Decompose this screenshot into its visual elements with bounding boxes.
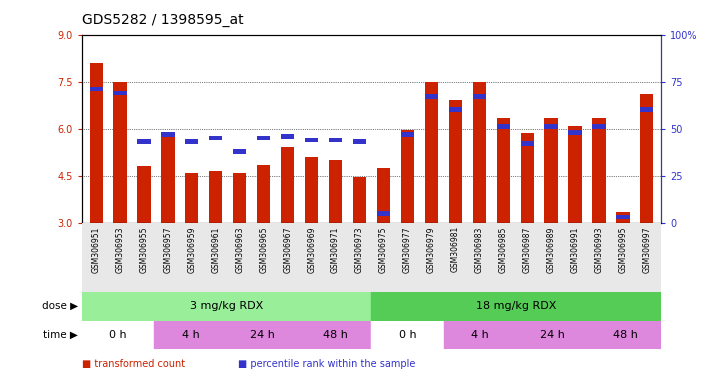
- Text: GSM306985: GSM306985: [498, 226, 508, 273]
- Text: GSM306995: GSM306995: [619, 226, 627, 273]
- Text: ■ percentile rank within the sample: ■ percentile rank within the sample: [238, 359, 415, 369]
- Bar: [137, 166, 151, 223]
- Bar: [545, 118, 557, 223]
- Bar: [496, 124, 510, 129]
- Bar: [449, 101, 462, 223]
- Bar: [616, 212, 629, 223]
- Text: GSM306979: GSM306979: [427, 226, 436, 273]
- Text: GSM306951: GSM306951: [92, 226, 101, 273]
- Text: GSM306993: GSM306993: [594, 226, 604, 273]
- Bar: [299, 321, 371, 349]
- Bar: [233, 172, 247, 223]
- Bar: [449, 108, 462, 112]
- Bar: [568, 130, 582, 135]
- Text: 48 h: 48 h: [323, 330, 348, 340]
- Bar: [568, 126, 582, 223]
- Text: 3 mg/kg RDX: 3 mg/kg RDX: [190, 301, 263, 311]
- Bar: [424, 94, 438, 99]
- Bar: [353, 177, 366, 223]
- Text: GSM306953: GSM306953: [116, 226, 124, 273]
- Bar: [82, 292, 371, 321]
- Bar: [371, 292, 661, 321]
- Bar: [233, 149, 247, 154]
- Text: time ▶: time ▶: [43, 330, 78, 340]
- Bar: [186, 139, 198, 144]
- Text: GDS5282 / 1398595_at: GDS5282 / 1398595_at: [82, 13, 243, 27]
- Bar: [520, 133, 534, 223]
- Bar: [209, 136, 223, 141]
- Bar: [592, 118, 606, 223]
- Text: GSM306983: GSM306983: [475, 226, 483, 273]
- Bar: [82, 321, 154, 349]
- Text: 0 h: 0 h: [109, 330, 127, 340]
- Text: GSM306955: GSM306955: [139, 226, 149, 273]
- Text: GSM306987: GSM306987: [523, 226, 532, 273]
- Bar: [616, 215, 629, 219]
- Text: GSM306981: GSM306981: [451, 226, 460, 272]
- Bar: [496, 118, 510, 223]
- Text: 0 h: 0 h: [399, 330, 417, 340]
- Text: GSM306961: GSM306961: [211, 226, 220, 273]
- Bar: [473, 94, 486, 99]
- Bar: [592, 124, 606, 129]
- Bar: [281, 134, 294, 139]
- Bar: [90, 63, 102, 223]
- Text: 4 h: 4 h: [471, 330, 489, 340]
- Bar: [473, 82, 486, 223]
- Text: GSM306957: GSM306957: [164, 226, 173, 273]
- Bar: [137, 139, 151, 144]
- Text: GSM306959: GSM306959: [188, 226, 196, 273]
- Text: 4 h: 4 h: [181, 330, 199, 340]
- Bar: [329, 160, 342, 223]
- Bar: [186, 172, 198, 223]
- Bar: [371, 321, 444, 349]
- Bar: [90, 87, 102, 91]
- Bar: [401, 132, 414, 137]
- Bar: [377, 168, 390, 223]
- Text: GSM306973: GSM306973: [355, 226, 364, 273]
- Text: 24 h: 24 h: [250, 330, 275, 340]
- Text: GSM306971: GSM306971: [331, 226, 340, 273]
- Bar: [114, 91, 127, 95]
- Text: GSM306975: GSM306975: [379, 226, 388, 273]
- Bar: [401, 130, 414, 223]
- Text: GSM306967: GSM306967: [283, 226, 292, 273]
- Bar: [257, 136, 270, 141]
- Text: 18 mg/kg RDX: 18 mg/kg RDX: [476, 301, 557, 311]
- Text: 24 h: 24 h: [540, 330, 565, 340]
- Bar: [161, 133, 175, 223]
- Bar: [641, 94, 653, 223]
- Bar: [520, 141, 534, 146]
- Bar: [516, 321, 589, 349]
- Bar: [209, 171, 223, 223]
- Text: GSM306969: GSM306969: [307, 226, 316, 273]
- Text: GSM306989: GSM306989: [547, 226, 555, 273]
- Bar: [545, 124, 557, 129]
- Bar: [161, 132, 175, 137]
- Bar: [227, 321, 299, 349]
- Text: GSM306963: GSM306963: [235, 226, 245, 273]
- Bar: [305, 137, 319, 142]
- Bar: [641, 108, 653, 112]
- Bar: [589, 321, 661, 349]
- Bar: [114, 82, 127, 223]
- Text: GSM306997: GSM306997: [642, 226, 651, 273]
- Text: ■ transformed count: ■ transformed count: [82, 359, 185, 369]
- Bar: [424, 82, 438, 223]
- Text: dose ▶: dose ▶: [42, 301, 78, 311]
- Bar: [444, 321, 516, 349]
- Bar: [154, 321, 227, 349]
- Bar: [377, 211, 390, 216]
- Text: 48 h: 48 h: [613, 330, 638, 340]
- Text: GSM306977: GSM306977: [403, 226, 412, 273]
- Bar: [329, 137, 342, 142]
- Text: GSM306965: GSM306965: [260, 226, 268, 273]
- Text: GSM306991: GSM306991: [570, 226, 579, 273]
- Bar: [281, 147, 294, 223]
- Bar: [305, 157, 319, 223]
- Bar: [257, 165, 270, 223]
- Bar: [353, 139, 366, 144]
